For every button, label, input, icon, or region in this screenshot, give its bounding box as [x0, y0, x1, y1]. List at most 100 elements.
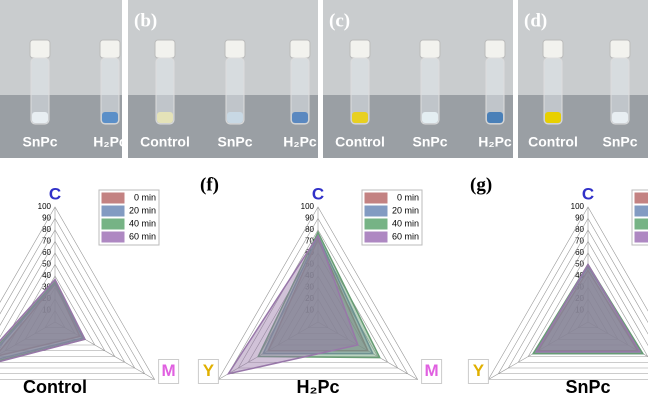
axis-label: Y: [203, 361, 215, 380]
tick-label: 80: [42, 225, 51, 234]
vial-cap: [609, 39, 631, 59]
photo-caption: SnPc: [22, 134, 57, 150]
legend-label: 60 min: [392, 231, 419, 241]
grid-line: [227, 217, 409, 375]
axis-label: Y: [473, 361, 485, 380]
photo-caption: SnPc: [217, 134, 252, 150]
vial-cap: [289, 39, 311, 59]
legend-swatch: [634, 218, 648, 230]
tick-label: 100: [571, 202, 585, 211]
vial-cap: [224, 39, 246, 59]
vial: [100, 57, 120, 125]
vial-liquid: [422, 112, 438, 123]
photo-caption: H₂Pc: [283, 134, 317, 150]
vial: [420, 57, 440, 125]
chart-title: SnPc: [565, 377, 610, 397]
tick-label: 60: [42, 248, 51, 257]
photo-caption: Control: [140, 134, 190, 150]
legend-swatch: [364, 192, 388, 204]
axis-label: M: [162, 361, 176, 380]
vial-liquid: [545, 112, 561, 123]
panel-label: (f): [200, 174, 219, 195]
grid-line: [0, 240, 126, 363]
legend-swatch: [101, 218, 125, 230]
photo-caption: H₂Pc: [93, 134, 127, 150]
series-area: [0, 278, 86, 363]
tick-label: 70: [575, 237, 584, 246]
axis-label: M: [425, 361, 439, 380]
vial: [225, 57, 245, 125]
legend-swatch: [364, 231, 388, 243]
legend-swatch: [634, 205, 648, 217]
tick-label: 90: [42, 214, 51, 223]
vial-liquid: [352, 112, 368, 123]
panel-label: (d): [524, 10, 547, 31]
vial-cap: [154, 39, 176, 59]
axis-label-box: [421, 359, 443, 384]
photo-caption: Control: [528, 134, 578, 150]
legend-swatch: [634, 231, 648, 243]
legend-label: 40 min: [392, 218, 419, 228]
tick-label: 100: [301, 202, 315, 211]
legend-swatch: [101, 205, 125, 217]
panel-label: (b): [134, 10, 157, 31]
grid-line: [0, 252, 116, 357]
tick-label: 80: [575, 225, 584, 234]
panel-label: (c): [329, 10, 350, 31]
vial-liquid: [612, 112, 628, 123]
vial-cap: [349, 39, 371, 59]
photo-caption: Control: [335, 134, 385, 150]
grid-line: [527, 252, 648, 357]
vial-cap: [99, 39, 121, 59]
photo-caption: H₂Pc: [478, 134, 512, 150]
tick-label: 100: [38, 202, 52, 211]
vial-cap: [419, 39, 441, 59]
vial-cap: [29, 39, 51, 59]
legend-label: 60 min: [129, 231, 156, 241]
legend-label: 0 min: [134, 192, 156, 202]
vial-liquid: [157, 112, 173, 123]
legend-label: 0 min: [397, 192, 419, 202]
tick-label: 90: [305, 214, 314, 223]
legend-swatch: [364, 218, 388, 230]
grid-line: [507, 229, 648, 369]
axis-label: C: [582, 184, 594, 203]
axis-label-box: [197, 359, 219, 384]
grid-line: [517, 240, 648, 363]
grid-line: [497, 217, 648, 375]
photo-caption: SnPc: [602, 134, 637, 150]
chart-title: Control: [23, 377, 87, 397]
vial-liquid: [32, 112, 48, 123]
vial-cap: [542, 39, 564, 59]
tick-label: 40: [42, 271, 51, 280]
axis-label-box: [467, 359, 489, 384]
vial: [485, 57, 505, 125]
vial: [290, 57, 310, 125]
vial-liquid: [227, 112, 243, 123]
legend: [631, 189, 648, 246]
tick-label: 60: [575, 248, 584, 257]
vial: [30, 57, 50, 125]
chart-title: H₂Pc: [296, 377, 339, 397]
vial-liquid: [102, 112, 118, 123]
legend-swatch: [364, 205, 388, 217]
axis-label: C: [312, 184, 324, 203]
tick-label: 50: [42, 260, 51, 269]
vial: [543, 57, 563, 125]
axis-label: C: [49, 184, 61, 203]
tick-label: 90: [575, 214, 584, 223]
grid-line: [0, 217, 146, 375]
vial-liquid: [487, 112, 503, 123]
legend-label: 20 min: [129, 205, 156, 215]
legend-label: 20 min: [392, 205, 419, 215]
grid-line: [0, 206, 156, 380]
grid-line: [487, 206, 648, 380]
series-area: [226, 234, 359, 375]
legend-label: 40 min: [129, 218, 156, 228]
legend-swatch: [634, 192, 648, 204]
tick-label: 40: [575, 271, 584, 280]
tick-label: 50: [575, 260, 584, 269]
tick-label: 70: [305, 237, 314, 246]
panel-label: (g): [470, 174, 492, 195]
